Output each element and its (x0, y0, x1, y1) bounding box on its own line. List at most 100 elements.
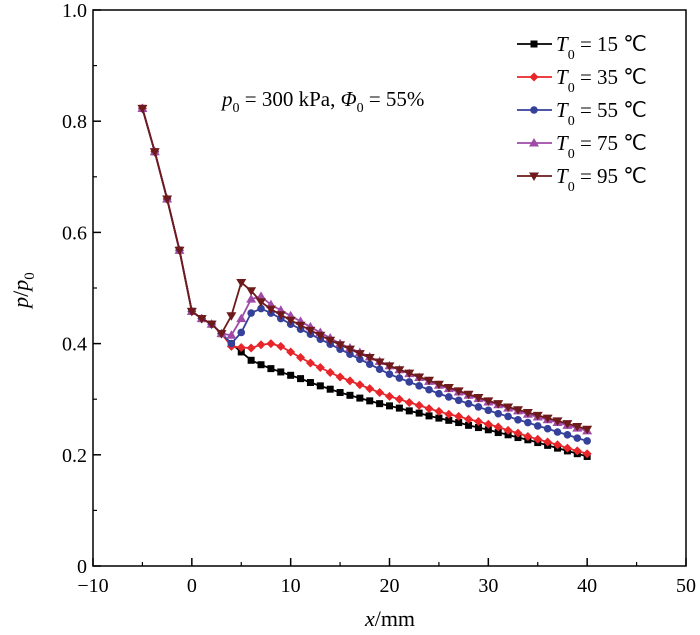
data-point (354, 350, 365, 359)
legend-var: T (556, 98, 569, 122)
data-point (226, 330, 237, 339)
data-point (572, 446, 582, 456)
data-point (336, 389, 344, 397)
data-point (384, 362, 395, 371)
y-axis-label: p/p0 (8, 272, 38, 310)
data-point (236, 313, 247, 323)
data-point (455, 419, 463, 427)
data-point (493, 400, 504, 409)
data-point (315, 331, 326, 341)
data-point (465, 421, 473, 429)
data-point (543, 437, 553, 447)
data-point (356, 394, 364, 402)
data-point (414, 373, 425, 382)
data-point (206, 320, 217, 330)
data-point (513, 428, 523, 438)
data-point (237, 328, 246, 337)
data-point (494, 429, 502, 437)
data-point (533, 434, 543, 444)
data-point (514, 415, 522, 424)
data-point (503, 425, 513, 435)
data-point (285, 316, 296, 326)
data-point (542, 414, 553, 424)
x-tick-label: 40 (577, 575, 597, 597)
series-line (141, 108, 588, 455)
data-point (256, 298, 267, 307)
data-point (315, 363, 325, 373)
data-point (415, 409, 423, 417)
data-point (503, 403, 514, 412)
data-point (277, 368, 285, 376)
data-point (553, 440, 563, 450)
data-point (394, 366, 405, 375)
data-point (356, 355, 364, 363)
data-point (404, 398, 414, 408)
x-axis-label-unit: /mm (375, 606, 415, 631)
data-point (346, 350, 354, 358)
legend-sub: 0 (568, 81, 575, 96)
data-point (522, 409, 533, 418)
annotation-p-rest: = 300 kPa, (240, 87, 341, 111)
series-layer (137, 103, 593, 460)
legend-item: T0 = 15 ℃ (517, 32, 647, 63)
data-point (385, 391, 394, 401)
data-point (375, 365, 384, 373)
series-3 (137, 103, 593, 435)
data-point (267, 365, 275, 373)
legend-rest: = 55 ℃ (575, 98, 647, 122)
data-point (236, 278, 247, 288)
data-point (246, 287, 257, 296)
y-tick-label: 0.6 (62, 222, 87, 244)
data-point (433, 380, 444, 390)
data-point (316, 382, 324, 390)
data-point (484, 426, 492, 434)
legend-item: T0 = 75 ℃ (517, 131, 647, 162)
data-point (424, 404, 434, 414)
data-point (563, 430, 572, 439)
series-4 (137, 104, 593, 435)
data-point (376, 400, 384, 408)
data-point (405, 378, 414, 386)
data-point (345, 376, 355, 386)
data-point (227, 339, 236, 348)
data-point (443, 384, 454, 393)
legend-var: T (556, 164, 569, 188)
data-point (287, 371, 295, 379)
data-point (552, 417, 563, 426)
x-tick-label: 50 (676, 575, 696, 597)
data-point (493, 422, 503, 432)
data-point (415, 382, 423, 390)
data-point (553, 428, 562, 436)
legend-label: T0 = 15 ℃ (556, 32, 647, 63)
data-point (394, 394, 404, 404)
data-point (326, 385, 334, 393)
series-line (141, 108, 588, 458)
legend-label: T0 = 55 ℃ (556, 98, 647, 129)
data-point (524, 418, 532, 427)
data-point (425, 385, 433, 394)
data-point (435, 414, 443, 422)
data-point (494, 409, 503, 418)
data-point (464, 399, 473, 408)
y-tick-label: 0.8 (62, 111, 87, 133)
data-point (453, 387, 464, 396)
data-point (474, 424, 482, 432)
legend-label: T0 = 75 ℃ (556, 131, 647, 162)
data-point (335, 341, 346, 350)
data-point (572, 422, 583, 432)
y-tick-label: 0.2 (62, 445, 87, 467)
series-line (141, 108, 588, 442)
y-tick-label: 1.0 (62, 0, 87, 22)
data-point (512, 406, 523, 415)
data-point (246, 343, 256, 353)
data-point (473, 394, 484, 403)
legend-label: T0 = 95 ℃ (556, 164, 647, 195)
x-tick-label: 20 (380, 575, 400, 597)
data-point (266, 339, 276, 349)
data-point (276, 341, 286, 351)
data-point (137, 104, 148, 114)
data-point (395, 374, 404, 382)
data-point (247, 309, 255, 317)
legend-marker (530, 106, 538, 114)
data-point (444, 409, 454, 419)
